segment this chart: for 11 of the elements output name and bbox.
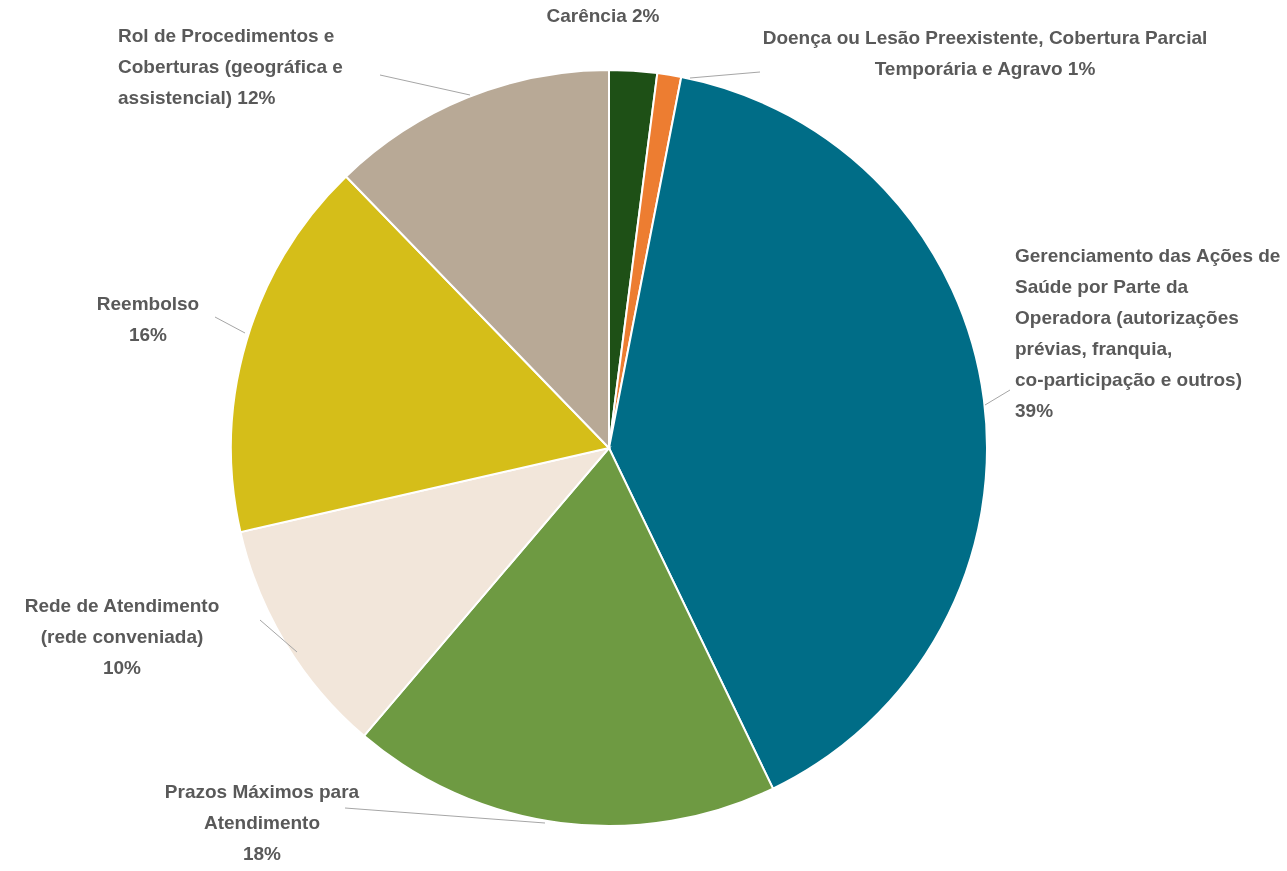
slice-label: Prazos Máximos para Atendimento xyxy=(164,781,360,833)
slice-label: Rol de Procedimentos e Coberturas (geográfica e assistencial) 12% xyxy=(118,25,343,108)
data-label: 10% xyxy=(102,657,142,678)
slice-label: Reembolso xyxy=(96,293,200,314)
slice-label: Rede de Atendimento (rede conveniada) xyxy=(24,595,220,647)
data-label: 18% xyxy=(242,843,282,864)
data-label: 16% xyxy=(128,324,168,345)
slice-label: Carência 2% xyxy=(546,5,660,26)
slice-label: Gerenciamento das Ações de Saúde por Parte da Operadora (autorizações prévias, franquia, co-participação e outros) xyxy=(1015,245,1281,390)
data-label: 39% xyxy=(1015,400,1054,421)
slice-label: Doença ou Lesão Preexistente, Cobertura Parcial Temporária e Agravo 1% xyxy=(762,27,1208,79)
